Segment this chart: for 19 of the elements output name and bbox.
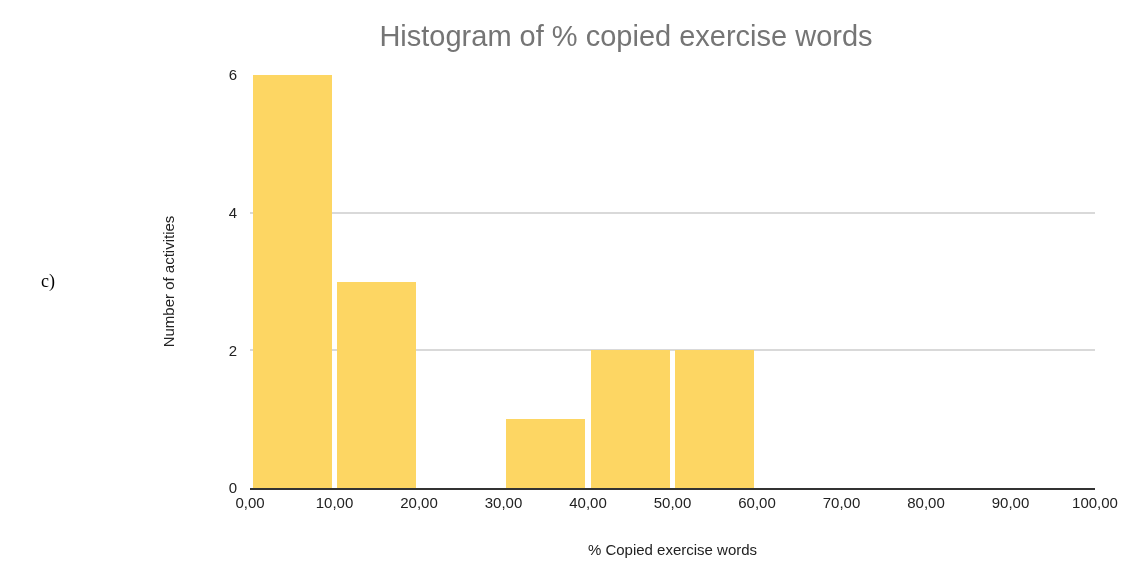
x-tick-label: 60,00 bbox=[738, 493, 776, 511]
y-tick-label: 6 bbox=[228, 66, 237, 84]
chart-title: Histogram of % copied exercise words bbox=[379, 20, 873, 53]
y-tick-label: 0 bbox=[228, 479, 237, 497]
x-tick-label: 10,00 bbox=[315, 493, 354, 511]
x-tick-label: 40,00 bbox=[569, 493, 607, 511]
y-axis-title: Number of activities bbox=[159, 215, 177, 348]
y-tick-label: 2 bbox=[228, 341, 237, 359]
text: c) bbox=[41, 271, 55, 292]
y-tick-label: 4 bbox=[228, 203, 237, 221]
x-tick-label: 70,00 bbox=[822, 493, 861, 511]
x-tick-label: 50,00 bbox=[653, 493, 692, 511]
x-tick-label: 100,00 bbox=[1072, 493, 1118, 511]
x-axis-title: % Copied exercise words bbox=[587, 541, 758, 559]
x-tick-label: 20,00 bbox=[400, 493, 438, 511]
x-tick-label: 80,00 bbox=[907, 493, 945, 511]
x-tick-label: 30,00 bbox=[484, 493, 523, 511]
x-tick-label: 0,00 bbox=[235, 493, 265, 511]
x-tick-label: 90,00 bbox=[991, 493, 1030, 511]
